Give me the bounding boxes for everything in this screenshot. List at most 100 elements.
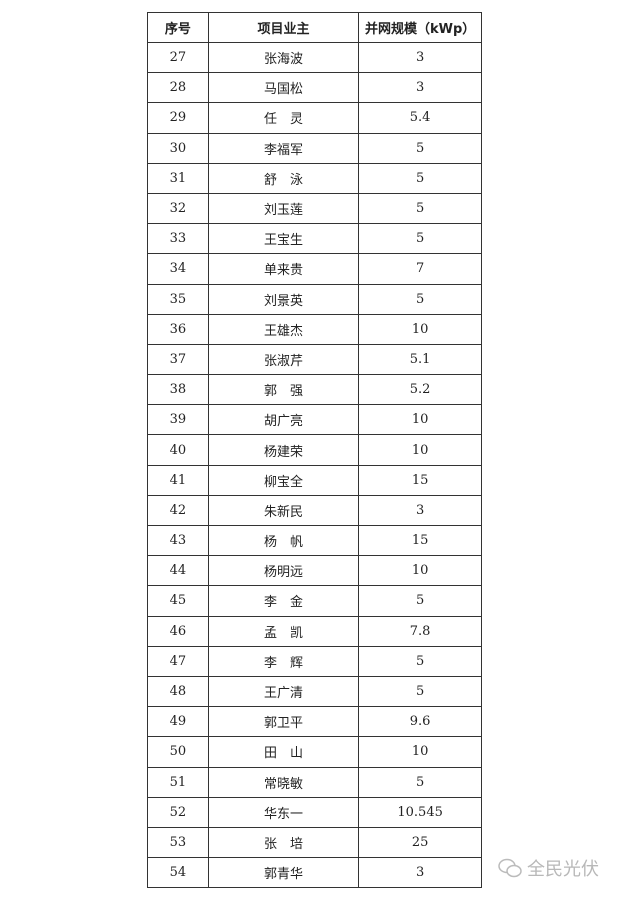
index-cell: 30 bbox=[147, 132, 209, 164]
owner-cell: 李福军 bbox=[207, 132, 360, 164]
watermark-text: 全民光伏 bbox=[527, 859, 599, 880]
capacity-cell: 10 bbox=[358, 555, 482, 587]
capacity-cell: 3 bbox=[358, 72, 482, 104]
table-row: 51 常晓敏 5 bbox=[147, 766, 482, 798]
capacity-cell: 15 bbox=[358, 464, 482, 496]
index-cell: 50 bbox=[147, 736, 209, 768]
table-row: 49 郭卫平 9.6 bbox=[147, 706, 482, 738]
owner-cell: 刘玉莲 bbox=[207, 192, 360, 225]
capacity-cell: 10 bbox=[358, 404, 482, 436]
owner-cell: 孟 凯 bbox=[207, 615, 360, 647]
owner-cell: 杨明远 bbox=[207, 555, 360, 587]
owner-cell: 郭青华 bbox=[207, 857, 360, 889]
owner-cell: 李 金 bbox=[207, 585, 360, 617]
index-cell: 46 bbox=[147, 615, 209, 647]
table-row: 28 马国松 3 bbox=[147, 72, 482, 104]
owner-cell: 王广清 bbox=[207, 675, 360, 708]
table-row: 44 杨明远 10 bbox=[147, 555, 482, 587]
owner-cell: 张淑芹 bbox=[207, 343, 360, 376]
index-cell: 45 bbox=[147, 585, 209, 617]
owner-cell: 王宝生 bbox=[207, 223, 360, 255]
wechat-icon bbox=[498, 858, 522, 878]
table-row: 54 郭青华 3 bbox=[147, 857, 482, 889]
index-cell: 32 bbox=[147, 192, 209, 225]
table-row: 35 刘景英 5 bbox=[147, 283, 482, 315]
capacity-cell: 5 bbox=[358, 675, 482, 708]
table-row: 38 郭 强 5.2 bbox=[147, 374, 482, 406]
owner-cell: 张 培 bbox=[207, 826, 360, 859]
table-row: 50 田 山 10 bbox=[147, 736, 482, 768]
index-cell: 37 bbox=[147, 343, 209, 376]
capacity-cell: 5 bbox=[358, 283, 482, 315]
capacity-cell: 5 bbox=[358, 766, 482, 798]
capacity-cell: 10 bbox=[358, 434, 482, 466]
index-cell: 27 bbox=[147, 41, 209, 74]
table-row: 42 朱新民 3 bbox=[147, 494, 482, 527]
owner-cell: 田 山 bbox=[207, 736, 360, 768]
header-index: 序号 bbox=[147, 12, 209, 43]
table-row: 33 王宝生 5 bbox=[147, 223, 482, 255]
capacity-cell: 3 bbox=[358, 857, 482, 889]
owner-cell: 朱新民 bbox=[207, 494, 360, 527]
owner-cell: 杨建荣 bbox=[207, 434, 360, 466]
owner-cell: 常晓敏 bbox=[207, 766, 360, 798]
index-cell: 33 bbox=[147, 223, 209, 255]
index-cell: 48 bbox=[147, 675, 209, 708]
index-cell: 47 bbox=[147, 645, 209, 677]
capacity-cell: 5 bbox=[358, 132, 482, 164]
index-cell: 40 bbox=[147, 434, 209, 466]
table-row: 46 孟 凯 7.8 bbox=[147, 615, 482, 647]
index-cell: 34 bbox=[147, 253, 209, 285]
index-cell: 38 bbox=[147, 374, 209, 406]
table-row: 29 任 灵 5.4 bbox=[147, 102, 482, 134]
capacity-cell: 9.6 bbox=[358, 706, 482, 738]
index-cell: 31 bbox=[147, 162, 209, 194]
capacity-cell: 3 bbox=[358, 41, 482, 74]
index-cell: 49 bbox=[147, 706, 209, 738]
index-cell: 44 bbox=[147, 555, 209, 587]
index-cell: 28 bbox=[147, 72, 209, 104]
owner-cell: 华东一 bbox=[207, 796, 360, 828]
header-owner: 项目业主 bbox=[207, 12, 360, 43]
capacity-cell: 10 bbox=[358, 313, 482, 345]
table-row: 40 杨建荣 10 bbox=[147, 434, 482, 466]
owner-cell: 张海波 bbox=[207, 41, 360, 74]
index-cell: 43 bbox=[147, 524, 209, 557]
owner-cell: 李 辉 bbox=[207, 645, 360, 677]
owner-cell: 任 灵 bbox=[207, 102, 360, 134]
owner-cell: 郭 强 bbox=[207, 374, 360, 406]
index-cell: 39 bbox=[147, 404, 209, 436]
capacity-table: 序号 项目业主 并网规模（kWp） 27 张海波 3 28 马国松 3 29 任 灵 5.4 30… bbox=[147, 12, 482, 889]
table-row: 27 张海波 3 bbox=[147, 41, 482, 74]
capacity-cell: 5 bbox=[358, 585, 482, 617]
table-row: 36 王雄杰 10 bbox=[147, 313, 482, 345]
capacity-cell: 5.4 bbox=[358, 102, 482, 134]
table-row: 52 华东一 10.545 bbox=[147, 796, 482, 828]
index-cell: 52 bbox=[147, 796, 209, 828]
capacity-cell: 7 bbox=[358, 253, 482, 285]
index-cell: 53 bbox=[147, 826, 209, 859]
capacity-cell: 15 bbox=[358, 524, 482, 557]
capacity-cell: 5 bbox=[358, 223, 482, 255]
index-cell: 54 bbox=[147, 857, 209, 889]
owner-cell: 胡广亮 bbox=[207, 404, 360, 436]
header-capacity: 并网规模（kWp） bbox=[358, 12, 482, 43]
capacity-cell: 5.2 bbox=[358, 374, 482, 406]
capacity-cell: 5.1 bbox=[358, 343, 482, 376]
owner-cell: 刘景英 bbox=[207, 283, 360, 315]
index-cell: 42 bbox=[147, 494, 209, 527]
table-row: 30 李福军 5 bbox=[147, 132, 482, 164]
index-cell: 29 bbox=[147, 102, 209, 134]
index-cell: 35 bbox=[147, 283, 209, 315]
owner-cell: 柳宝全 bbox=[207, 464, 360, 496]
owner-cell: 郭卫平 bbox=[207, 706, 360, 738]
table-row: 32 刘玉莲 5 bbox=[147, 192, 482, 225]
capacity-cell: 10 bbox=[358, 736, 482, 768]
owner-cell: 杨 帆 bbox=[207, 524, 360, 557]
capacity-cell: 25 bbox=[358, 826, 482, 859]
table-row: 41 柳宝全 15 bbox=[147, 464, 482, 496]
table-row: 39 胡广亮 10 bbox=[147, 404, 482, 436]
